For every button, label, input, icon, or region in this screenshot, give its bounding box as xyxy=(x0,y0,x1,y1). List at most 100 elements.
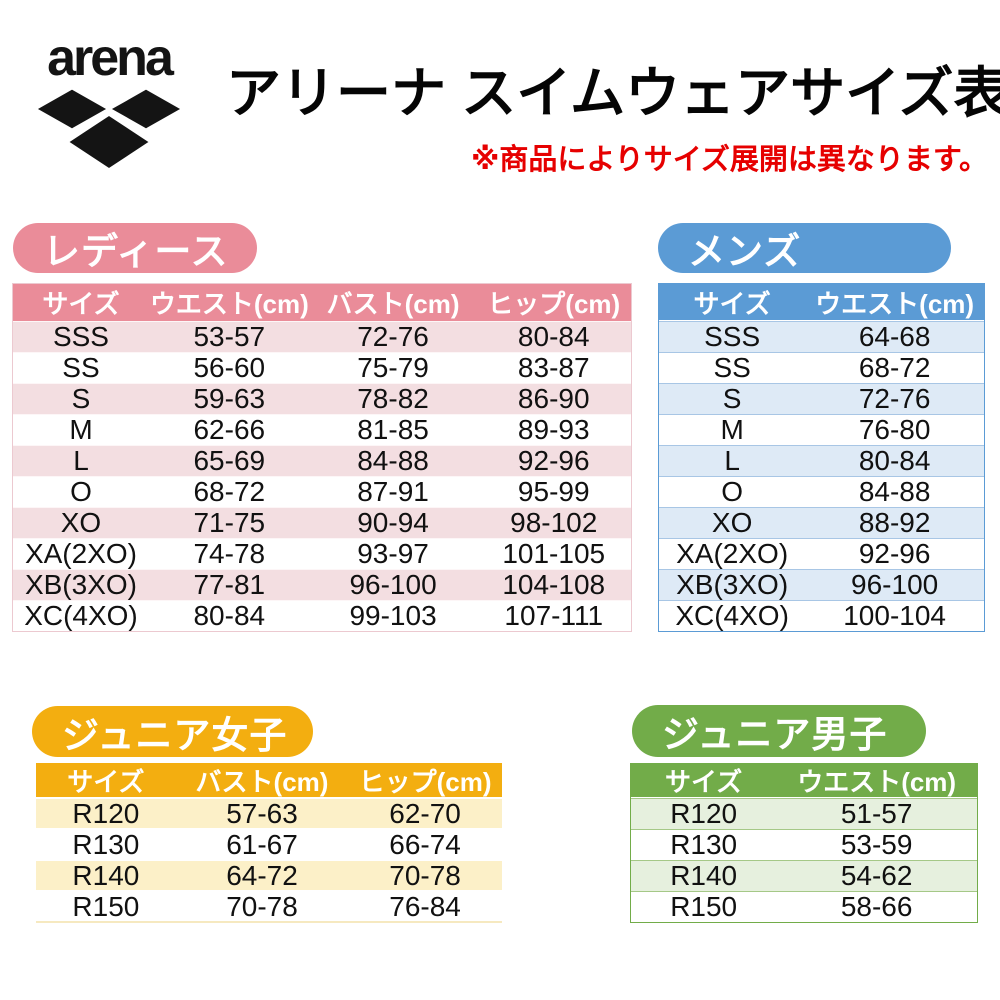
ladies-cell: XB(3XO) xyxy=(24,570,137,600)
ladies-header-row: サイズ ウエスト(cm) バスト(cm) ヒップ(cm) xyxy=(13,284,631,321)
junior_boys-cell: 58-66 xyxy=(840,892,913,922)
ladies-column-header: バスト(cm) xyxy=(326,289,460,319)
ladies-row-XA(2XO): XA(2XO) 74-78 93-97 101-105 xyxy=(13,538,631,569)
ladies-cell: 86-90 xyxy=(517,384,590,414)
ladies-cell: 59-63 xyxy=(193,384,266,414)
ladies-row-SS: SS 56-60 75-79 83-87 xyxy=(13,352,631,383)
mens-cell: XC(4XO) xyxy=(675,601,789,631)
junior_boys-cell: 54-62 xyxy=(840,861,913,891)
junior_boys-row-R140: R140 54-62 xyxy=(631,860,977,891)
ladies-row-XB(3XO): XB(3XO) 77-81 96-100 104-108 xyxy=(13,569,631,600)
ladies-badge: レディース xyxy=(13,223,257,273)
ladies-cell: XO xyxy=(60,508,102,538)
mens-row-XB(3XO): XB(3XO) 96-100 xyxy=(659,569,984,600)
ladies-cell: 71-75 xyxy=(193,508,266,538)
mens-row-XC(4XO): XC(4XO) 100-104 xyxy=(659,600,984,631)
junior_girls-row-R120: R120 57-63 62-70 xyxy=(36,797,502,828)
junior_boys-cell: 51-57 xyxy=(840,799,913,829)
ladies-cell: L xyxy=(73,446,89,476)
ladies-row-M: M 62-66 81-85 89-93 xyxy=(13,414,631,445)
ladies-cell: 72-76 xyxy=(357,322,429,352)
ladies-cell: 80-84 xyxy=(517,322,590,352)
ladies-row-XC(4XO): XC(4XO) 80-84 99-103 107-111 xyxy=(13,600,631,631)
mens-cell: 64-68 xyxy=(858,322,931,352)
mens-row-XO: XO 88-92 xyxy=(659,507,984,538)
arena-logo-wordmark: arena xyxy=(47,29,174,87)
junior_girls-cell: 64-72 xyxy=(226,861,298,890)
ladies-cell: 78-82 xyxy=(357,384,429,414)
junior_girls-row-R140: R140 64-72 70-78 xyxy=(36,859,502,890)
junior_boys-cell: R150 xyxy=(670,892,738,922)
junior_girls-cell: 70-78 xyxy=(389,861,461,890)
ladies-cell: 75-79 xyxy=(357,353,429,383)
mens-cell: 72-76 xyxy=(858,384,931,414)
ladies-column-header: ウエスト(cm) xyxy=(149,289,309,319)
mens-cell: S xyxy=(722,384,742,414)
mens-column-header: サイズ xyxy=(693,288,771,319)
mens-size-table: サイズ ウエスト(cm) SSS 64-68 SS 68-72 S 72-76 M 76-80 L 8… xyxy=(658,283,985,632)
junior_girls-cell: 70-78 xyxy=(226,892,298,921)
junior-boys-badge: ジュニア男子 xyxy=(632,705,926,757)
ladies-row-L: L 65-69 84-88 92-96 xyxy=(13,445,631,476)
mens-row-O: O 84-88 xyxy=(659,476,984,507)
mens-row-L: L 80-84 xyxy=(659,445,984,476)
junior_girls-cell: 62-70 xyxy=(389,799,461,828)
mens-cell: O xyxy=(721,477,744,507)
junior_boys-cell: R140 xyxy=(670,861,738,891)
junior_girls-row-R150: R150 70-78 76-84 xyxy=(36,890,502,921)
junior_boys-row-R150: R150 58-66 xyxy=(631,891,977,922)
mens-cell: L xyxy=(724,446,740,476)
ladies-cell: SSS xyxy=(52,322,109,352)
junior_boys-row-R120: R120 51-57 xyxy=(631,798,977,829)
mens-cell: 88-92 xyxy=(858,508,931,538)
ladies-cell: O xyxy=(70,477,92,507)
junior_girls-column-header: バスト(cm) xyxy=(195,766,329,797)
ladies-cell: 89-93 xyxy=(517,415,590,445)
ladies-cell: M xyxy=(69,415,93,445)
junior_boys-header-row: サイズ ウエスト(cm) xyxy=(631,764,977,798)
mens-row-SS: SS 68-72 xyxy=(659,352,984,383)
mens-cell: 96-100 xyxy=(851,570,939,600)
mens-row-S: S 72-76 xyxy=(659,383,984,414)
junior_girls-column-header: ヒップ(cm) xyxy=(358,766,492,797)
mens-cell: SSS xyxy=(704,322,761,352)
mens-row-M: M 76-80 xyxy=(659,414,984,445)
junior_boys-cell: R120 xyxy=(670,799,738,829)
ladies-cell: 92-96 xyxy=(517,446,590,476)
junior_girls-cell: 66-74 xyxy=(389,830,461,859)
page-title: アリーナ スイムウェアサイズ表 xyxy=(226,62,1000,124)
mens-cell: XA(2XO) xyxy=(676,539,789,569)
mens-cell: 80-84 xyxy=(858,446,931,476)
junior-girls-badge: ジュニア女子 xyxy=(32,706,313,757)
ladies-cell: XA(2XO) xyxy=(24,539,137,569)
ladies-cell: 65-69 xyxy=(193,446,266,476)
mens-cell: 84-88 xyxy=(858,477,931,507)
ladies-cell: 68-72 xyxy=(193,477,266,507)
size-variation-note: ※商品によりサイズ展開は異なります。 xyxy=(471,144,988,176)
ladies-column-header: サイズ xyxy=(42,289,120,319)
mens-row-SSS: SSS 64-68 xyxy=(659,321,984,352)
ladies-row-XO: XO 71-75 90-94 98-102 xyxy=(13,507,631,538)
ladies-cell: XC(4XO) xyxy=(24,601,138,631)
mens-row-XA(2XO): XA(2XO) 92-96 xyxy=(659,538,984,569)
mens-badge: メンズ xyxy=(658,223,951,273)
junior_girls-cell: 61-67 xyxy=(226,830,298,859)
mens-cell: XO xyxy=(711,508,753,538)
ladies-cell: 98-102 xyxy=(510,508,598,538)
junior_boys-column-header: ウエスト(cm) xyxy=(797,767,957,797)
arena-diamonds-icon xyxy=(35,88,183,172)
ladies-size-table: サイズ ウエスト(cm) バスト(cm) ヒップ(cm) SSS 53-57 72-76 80… xyxy=(12,283,632,632)
junior_boys-cell: 53-59 xyxy=(840,830,913,860)
ladies-cell: 77-81 xyxy=(193,570,266,600)
ladies-cell: 101-105 xyxy=(502,539,606,569)
ladies-row-SSS: SSS 53-57 72-76 80-84 xyxy=(13,321,631,352)
ladies-cell: SS xyxy=(62,353,100,383)
ladies-cell: 83-87 xyxy=(517,353,590,383)
mens-cell: 68-72 xyxy=(858,353,931,383)
mens-cell: XB(3XO) xyxy=(676,570,789,600)
ladies-cell: 87-91 xyxy=(357,477,429,507)
junior_girls-cell: R130 xyxy=(72,830,140,859)
ladies-cell: 93-97 xyxy=(357,539,429,569)
junior_boys-row-R130: R130 53-59 xyxy=(631,829,977,860)
